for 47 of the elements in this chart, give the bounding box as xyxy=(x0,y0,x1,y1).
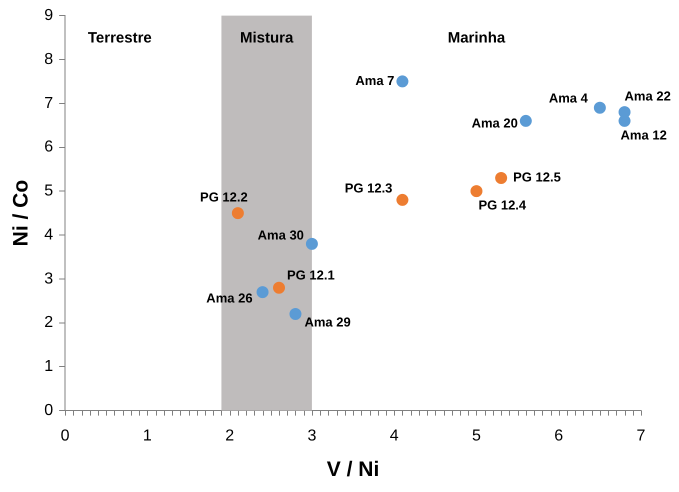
data-label: PG 12.3 xyxy=(344,180,392,196)
point xyxy=(594,102,606,114)
x-axis-title: V / Ni xyxy=(326,458,380,482)
point xyxy=(396,75,408,88)
y-tick-label: 0 xyxy=(44,402,54,420)
point xyxy=(256,286,269,298)
x-tick-label: 4 xyxy=(390,428,399,445)
data-label: Ama 29 xyxy=(304,314,351,330)
x-tick-label: 7 xyxy=(636,428,646,445)
data-label: Ama 26 xyxy=(206,290,253,306)
y-axis-title: Ni / Co xyxy=(9,180,32,246)
x-tick-label: 6 xyxy=(554,428,564,445)
x-tick-label: 1 xyxy=(142,428,152,445)
point xyxy=(289,308,302,320)
point xyxy=(470,185,482,198)
data-label: PG 12.1 xyxy=(287,267,335,282)
point xyxy=(273,282,286,294)
point xyxy=(232,207,244,220)
y-tick-label: 7 xyxy=(44,94,54,112)
annotation: Marinha xyxy=(448,30,506,47)
x-tick-label: 2 xyxy=(225,428,234,445)
y-tick-label: 4 xyxy=(44,226,54,244)
x-tick-label: 3 xyxy=(307,428,316,445)
data-label: PG 12.5 xyxy=(513,170,561,185)
point xyxy=(520,114,532,127)
data-label: Ama 12 xyxy=(620,128,667,143)
data-label: Ama 20 xyxy=(472,116,518,131)
data-label: Ama 4 xyxy=(548,90,589,106)
annotation: Terrestre xyxy=(88,30,152,47)
y-tick-label: 3 xyxy=(44,270,54,288)
data-label: Ama 30 xyxy=(258,227,304,242)
data-label: Ama 7 xyxy=(355,73,394,88)
data-label: PG 12.4 xyxy=(478,198,527,213)
x-tick-label: 0 xyxy=(60,428,70,445)
y-tick-label: 1 xyxy=(44,358,54,376)
point xyxy=(306,238,318,250)
y-tick-label: 2 xyxy=(44,314,54,332)
band-label: Mistura xyxy=(240,30,294,47)
y-tick-label: 8 xyxy=(44,50,54,68)
y-tick-label: 6 xyxy=(44,138,54,156)
data-label: Ama 22 xyxy=(624,88,671,104)
data-label: PG 12.2 xyxy=(200,190,248,205)
x-tick-label: 5 xyxy=(472,428,482,445)
point xyxy=(495,172,508,184)
point xyxy=(396,194,408,206)
y-tick-label: 5 xyxy=(44,182,54,200)
y-tick-label: 9 xyxy=(44,7,54,24)
